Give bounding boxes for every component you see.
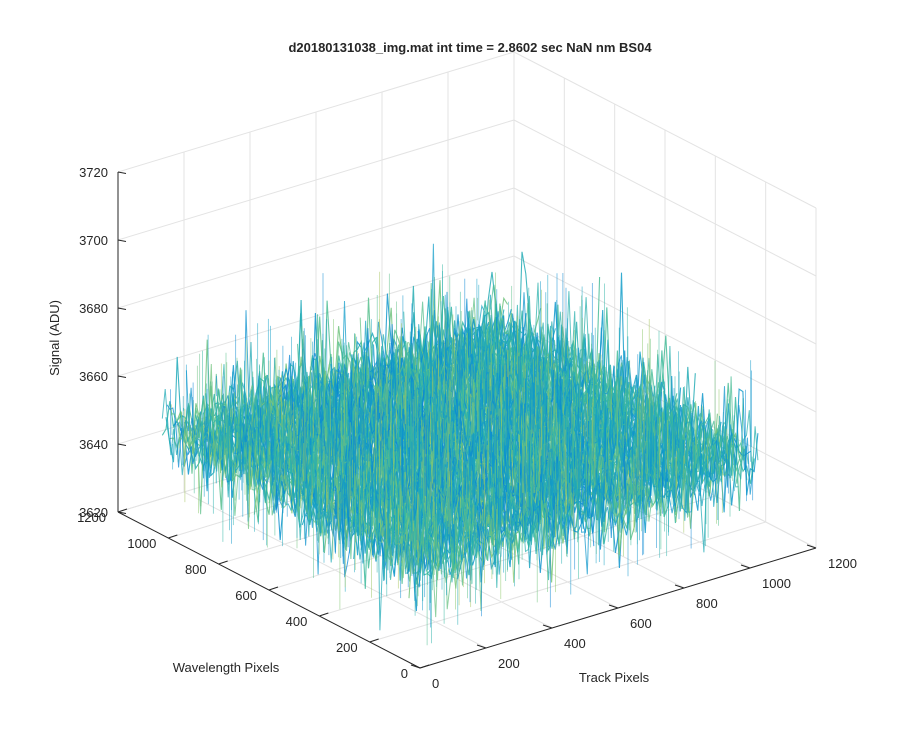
z-tick bbox=[117, 375, 127, 378]
grid-line bbox=[117, 119, 515, 241]
y-tick bbox=[369, 638, 379, 643]
grid-line bbox=[513, 119, 817, 277]
y-tick bbox=[319, 612, 329, 617]
y-tick bbox=[168, 534, 178, 539]
x-tick-label: 0 bbox=[432, 676, 439, 691]
x-tick bbox=[542, 624, 553, 629]
x-tick bbox=[476, 644, 487, 649]
y-tick-label: 0 bbox=[401, 666, 408, 681]
chart-title: d20180131038_img.mat int time = 2.8602 s… bbox=[288, 40, 652, 55]
z-axis-label: Signal (ADU) bbox=[47, 300, 62, 376]
x-tick bbox=[608, 604, 619, 609]
surface-trace bbox=[398, 342, 657, 513]
z-tick-label: 3620 bbox=[79, 505, 108, 520]
axis-labels: d20180131038_img.mat int time = 2.8602 s… bbox=[47, 40, 652, 685]
y-tick bbox=[419, 664, 430, 669]
z-tick bbox=[117, 443, 127, 446]
axes-front: 3620 3640 3660 3680 3700 3720 0 200 400 600 800 100… bbox=[77, 165, 857, 691]
x-tick bbox=[740, 564, 751, 569]
x-tick-label: 1200 bbox=[828, 556, 857, 571]
x-tick-label: 600 bbox=[630, 616, 652, 631]
z-tick-label: 3640 bbox=[79, 437, 108, 452]
x-axis-label: Track Pixels bbox=[579, 670, 650, 685]
y-tick-label: 200 bbox=[336, 640, 358, 655]
z-tick-label: 3720 bbox=[79, 165, 108, 180]
x-tick-label: 1000 bbox=[762, 576, 791, 591]
y-tick-label: 800 bbox=[185, 562, 207, 577]
x-tick bbox=[806, 544, 817, 549]
z-tick bbox=[117, 171, 127, 174]
grid-line bbox=[513, 255, 817, 413]
z-tick bbox=[117, 511, 127, 514]
z-tick-label: 3700 bbox=[79, 233, 108, 248]
x-tick bbox=[410, 664, 421, 669]
grid-line bbox=[117, 51, 515, 173]
y-tick bbox=[268, 586, 279, 591]
z-tick bbox=[117, 239, 127, 242]
y-tick-label: 1000 bbox=[127, 536, 156, 551]
z-tick-label: 3660 bbox=[79, 369, 108, 384]
grid-line bbox=[369, 521, 766, 643]
x-tick-label: 400 bbox=[564, 636, 586, 651]
x-tick-label: 800 bbox=[696, 596, 718, 611]
y-tick bbox=[117, 508, 128, 513]
grid-line bbox=[117, 187, 515, 309]
y-tick-label: 1200 bbox=[77, 510, 106, 525]
grid-line bbox=[513, 51, 817, 209]
y-axis-label: Wavelength Pixels bbox=[173, 660, 280, 675]
z-tick bbox=[117, 307, 127, 310]
y-tick-label: 400 bbox=[286, 614, 308, 629]
grid-line bbox=[513, 187, 817, 345]
y-tick bbox=[218, 560, 228, 565]
x-tick-label: 200 bbox=[498, 656, 520, 671]
x-tick bbox=[674, 584, 685, 589]
z-tick-label: 3680 bbox=[79, 301, 108, 316]
surface-plot bbox=[161, 243, 759, 646]
y-tick-label: 600 bbox=[235, 588, 257, 603]
